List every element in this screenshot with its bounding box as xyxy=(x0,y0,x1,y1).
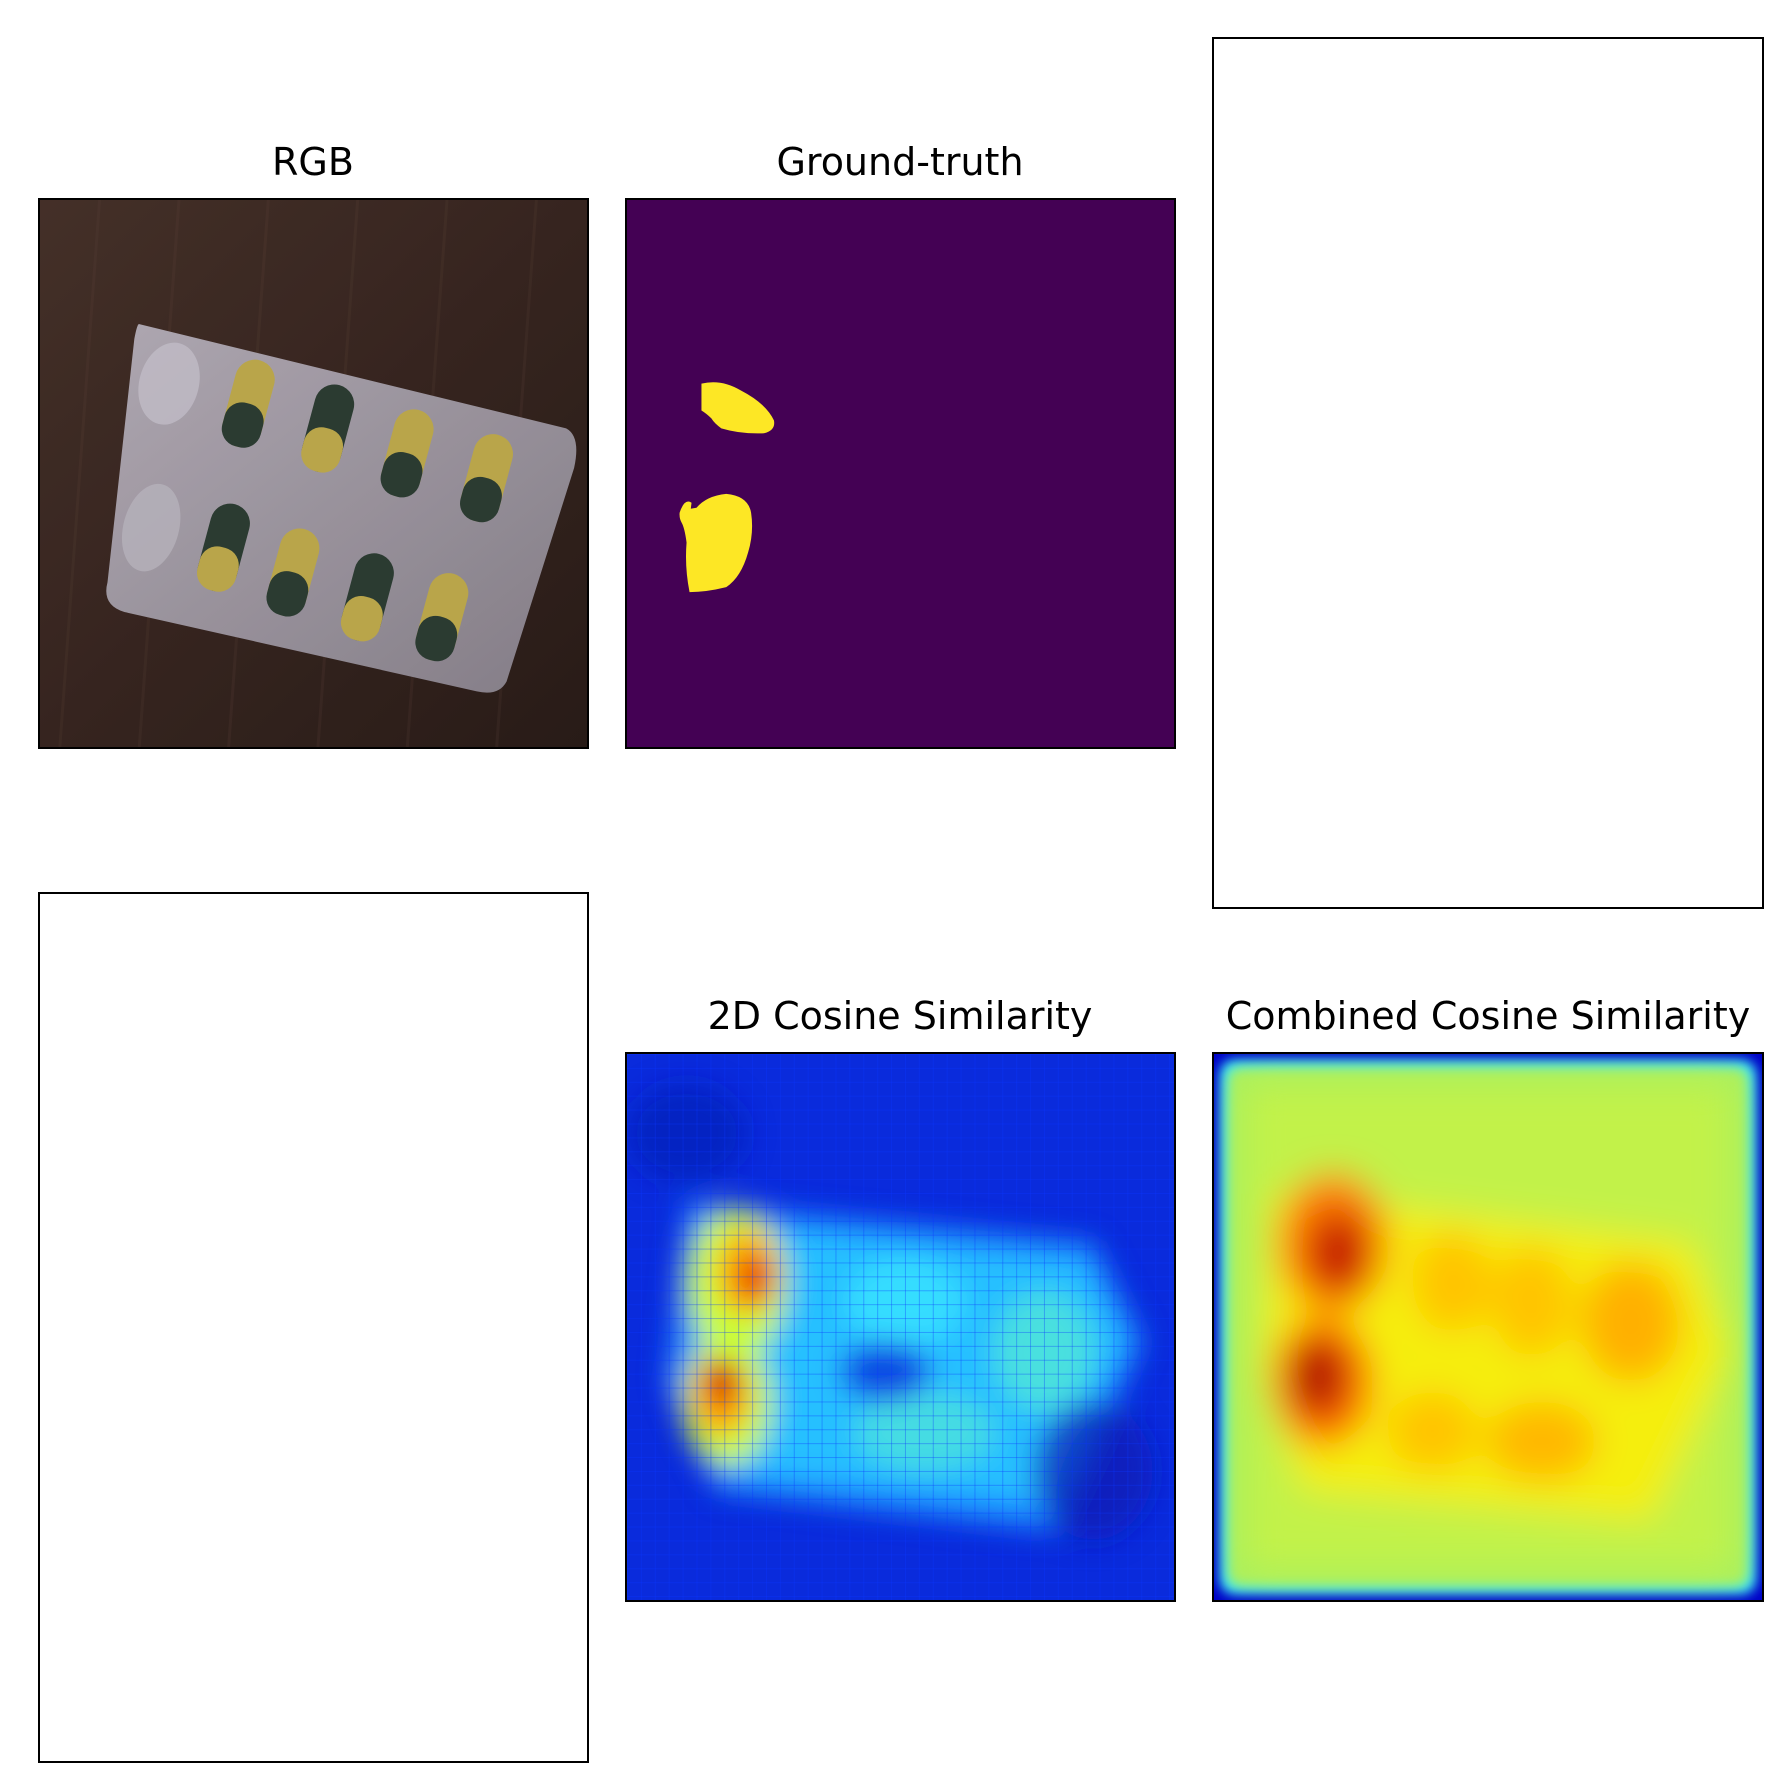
empty-panel-top-right xyxy=(1212,37,1764,909)
defect-region-upper xyxy=(701,382,775,434)
ground-truth-title: Ground-truth xyxy=(776,140,1024,184)
defect-region-lower xyxy=(680,493,753,593)
ground-truth-panel xyxy=(625,198,1176,749)
ground-truth-mask xyxy=(627,200,1174,747)
capsules xyxy=(196,359,514,662)
rgb-image-panel xyxy=(38,198,589,749)
cos2d-title: 2D Cosine Similarity xyxy=(707,994,1093,1038)
rgb-title: RGB xyxy=(272,140,354,184)
combined-title: Combined Cosine Similarity xyxy=(1225,994,1751,1038)
cos2d-heatmap xyxy=(627,1054,1174,1600)
combined-heatmap xyxy=(1214,1054,1762,1600)
cos2d-heatmap-panel xyxy=(625,1052,1176,1602)
empty-panel-bottom-left xyxy=(38,892,589,1763)
defect-region-lower-nub xyxy=(679,501,692,528)
mask-background xyxy=(627,200,1174,747)
combined-heatmap-panel xyxy=(1212,1052,1764,1602)
rgb-blister-pack-image xyxy=(40,200,587,747)
empty-pockets xyxy=(121,342,200,572)
